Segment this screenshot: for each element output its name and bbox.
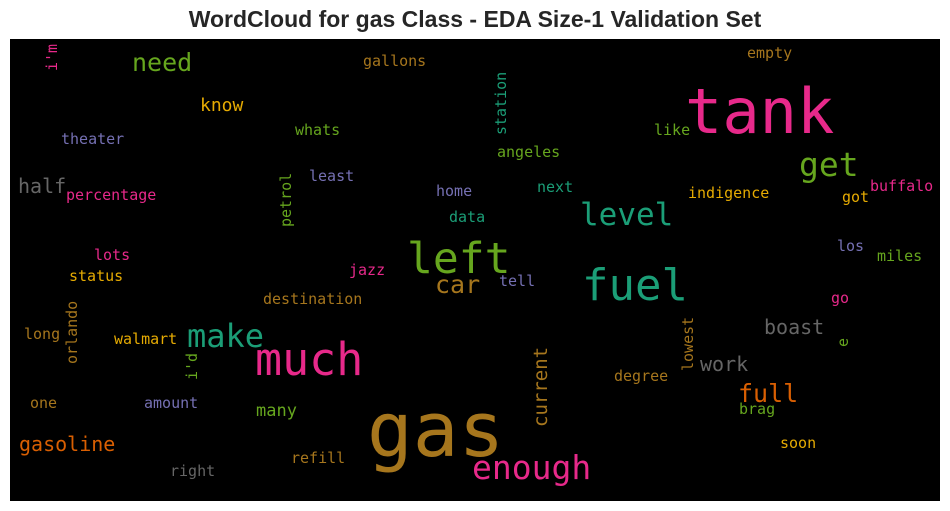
word-like: like xyxy=(654,121,690,139)
word-data: data xyxy=(449,208,485,226)
word-brag: brag xyxy=(739,400,775,418)
word-status: status xyxy=(69,267,123,285)
word-home: home xyxy=(436,182,472,200)
word-one: one xyxy=(30,394,57,412)
word-miles: miles xyxy=(877,247,922,265)
wordcloud-canvas: gas tank much fuel left enough make get level car… xyxy=(18,44,933,487)
chart-title: WordCloud for gas Class - EDA Size-1 Val… xyxy=(188,6,762,32)
word-long: long xyxy=(24,325,60,343)
word-full: full xyxy=(738,379,798,408)
word-got: got xyxy=(842,188,869,206)
word-petrol: petrol xyxy=(277,173,295,227)
word-percentage: percentage xyxy=(66,186,156,204)
word-go: go xyxy=(831,289,849,307)
word-tank: tank xyxy=(685,75,834,148)
word-e: e xyxy=(834,338,852,347)
word-buffalo: buffalo xyxy=(870,177,933,195)
word-id: i'd xyxy=(183,353,201,380)
word-empty: empty xyxy=(747,44,792,62)
word-level: level xyxy=(580,197,673,233)
word-theater: theater xyxy=(61,130,124,148)
word-need: need xyxy=(132,48,192,77)
word-degree: degree xyxy=(614,367,668,385)
word-indigence: indigence xyxy=(688,184,769,202)
word-walmart: walmart xyxy=(114,330,177,348)
word-much: much xyxy=(255,333,363,386)
word-im: i'm xyxy=(43,44,61,71)
word-boast: boast xyxy=(764,315,824,339)
word-get: get xyxy=(799,145,859,184)
word-current: current xyxy=(530,347,552,427)
word-lowest: lowest xyxy=(679,317,697,371)
word-gallons: gallons xyxy=(363,52,426,70)
word-left: left xyxy=(407,234,511,284)
word-fuel: fuel xyxy=(582,260,688,311)
word-tell: tell xyxy=(499,272,535,290)
word-los: los xyxy=(837,237,864,255)
word-know: know xyxy=(200,95,244,116)
word-gas: gas xyxy=(367,385,504,474)
word-make: make xyxy=(187,317,264,355)
word-whats: whats xyxy=(295,121,340,139)
word-angeles: angeles xyxy=(497,143,560,161)
word-jazz: jazz xyxy=(349,261,385,279)
word-many: many xyxy=(256,401,297,421)
word-destination: destination xyxy=(263,290,362,308)
word-station: station xyxy=(492,72,510,135)
word-least: least xyxy=(309,167,354,185)
word-orlando: orlando xyxy=(63,301,81,364)
wordcloud-panel: gas tank much fuel left enough make get level car… xyxy=(10,39,940,501)
word-right: right xyxy=(170,462,215,480)
word-gasoline: gasoline xyxy=(19,432,115,456)
word-soon: soon xyxy=(780,434,816,452)
word-next: next xyxy=(537,178,573,196)
word-refill: refill xyxy=(291,449,345,467)
word-lots: lots xyxy=(94,246,130,264)
word-half: half xyxy=(18,174,66,198)
word-work: work xyxy=(700,352,748,376)
word-car: car xyxy=(435,270,480,299)
word-amount: amount xyxy=(144,394,198,412)
word-enough: enough xyxy=(472,448,591,487)
